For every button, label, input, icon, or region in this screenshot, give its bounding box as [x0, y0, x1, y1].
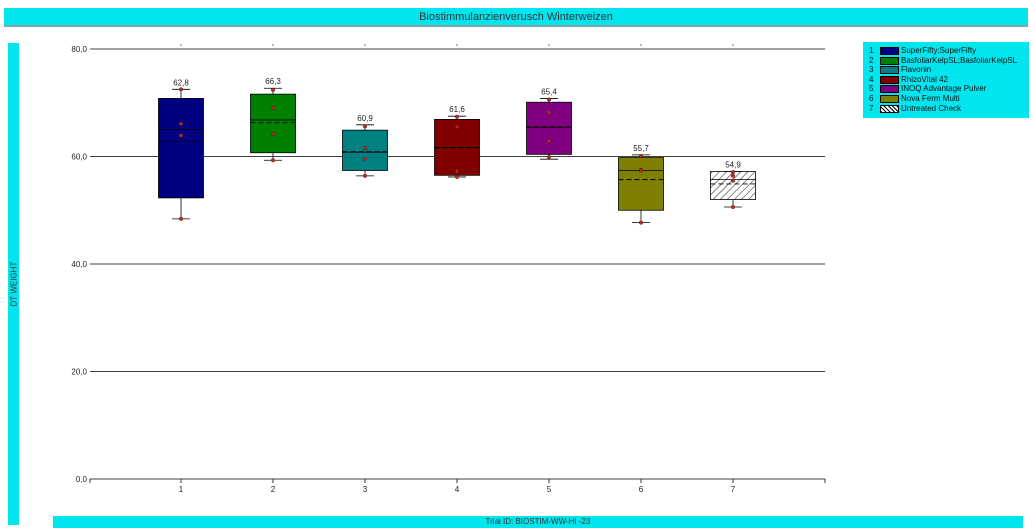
x-tick-label: 1 [179, 485, 184, 494]
legend-swatch [880, 85, 899, 94]
data-point [547, 97, 552, 102]
data-point [178, 133, 183, 138]
box-2 [250, 93, 296, 154]
data-point [639, 168, 644, 173]
data-point [363, 124, 368, 129]
mean-value-label: 61,6 [449, 105, 465, 114]
legend-label: BasfoliarKelpSL;BasfoliarKelpSL [901, 55, 1018, 65]
data-point [731, 173, 736, 178]
box-group-3: 60,9 [342, 114, 388, 178]
data-point [547, 138, 552, 143]
mean-value-label: 60,9 [357, 114, 373, 123]
legend-item-6: 6 Nova Ferm Multi [863, 94, 1029, 103]
x-tick-label: 2 [271, 485, 276, 494]
x-tick-label: 5 [547, 485, 552, 494]
data-point [271, 158, 276, 163]
mean-value-label: 54,9 [725, 161, 741, 170]
box-6 [618, 157, 664, 211]
box-3 [342, 129, 388, 171]
legend-label: Untreated Check [901, 103, 962, 113]
legend: 1 SuperFifty;SuperFifty 2 BasfoliarKelpSL;B… [863, 42, 1029, 118]
y-tick-label: 80,0 [71, 45, 87, 54]
legend-number: 6 [869, 94, 874, 103]
legend-number: 5 [869, 84, 874, 94]
trial-id-footer: Trial ID: BIOSTIM-WW-HI -23 [485, 517, 591, 526]
legend-swatch [880, 66, 899, 75]
data-point [178, 121, 183, 126]
box-group-1: 62,8 [158, 78, 204, 221]
legend-label: SuperFifty;SuperFifty [901, 46, 977, 55]
box-group-6: 55,7 [618, 144, 664, 225]
data-point [178, 87, 183, 92]
data-point [455, 169, 460, 174]
data-point [731, 170, 736, 175]
data-point [455, 124, 460, 129]
legend-number: 1 [869, 46, 874, 55]
legend-swatch [880, 104, 899, 113]
data-point [639, 220, 644, 225]
x-tick-label: 7 [731, 485, 736, 494]
data-point [731, 205, 736, 210]
y-tick-label: 0,0 [76, 475, 88, 484]
data-point [547, 155, 552, 160]
data-point [363, 156, 368, 161]
box-5 [526, 101, 572, 155]
mean-value-label: 62,8 [173, 78, 189, 87]
legend-number: 4 [869, 74, 874, 84]
box-1 [158, 98, 204, 199]
mean-value-label: 66,3 [265, 77, 281, 86]
footer-bar: Trial ID: BIOSTIM-WW-HI -23 [53, 516, 1023, 528]
data-point [455, 174, 460, 179]
legend-item-4: 4 RhizoVital 42 [863, 75, 1029, 84]
x-tick-label: 4 [455, 485, 460, 494]
legend-number: 2 [869, 55, 874, 65]
legend-swatch [880, 75, 899, 84]
y-axis-title-bar: DT WEIGHT [8, 43, 19, 525]
y-tick-label: 60,0 [71, 153, 87, 162]
data-point [271, 87, 276, 92]
legend-number: 3 [869, 65, 874, 75]
y-tick-label: 40,0 [71, 260, 87, 269]
mean-value-label: 55,7 [633, 144, 649, 153]
legend-item-3: 3 Flavonin [863, 65, 1029, 75]
legend-item-7: 7 Untreated Check [863, 104, 1029, 113]
data-point [178, 216, 183, 221]
legend-label: RhizoVital 42 [901, 74, 948, 84]
data-point [363, 145, 368, 150]
legend-item-2: 2 BasfoliarKelpSL;BasfoliarKelpSL [863, 56, 1029, 65]
x-tick-label: 6 [639, 485, 644, 494]
legend-label: Nova Ferm Multi [901, 94, 960, 103]
data-point [271, 131, 276, 136]
legend-item-5: 5 INOQ Advantage Pulver [863, 84, 1029, 94]
legend-swatch [880, 47, 899, 55]
data-point [731, 178, 736, 183]
legend-number: 7 [869, 103, 874, 113]
y-tick-label: 20,0 [71, 368, 87, 377]
data-point [639, 153, 644, 158]
data-point [547, 110, 552, 115]
box-group-5: 65,4 [526, 87, 572, 160]
box-group-2: 66,3 [250, 77, 296, 163]
legend-swatch [880, 56, 899, 65]
chart-title: Biostimmulanzienverusch Winterweizen [419, 11, 613, 23]
x-tick-label: 3 [363, 485, 368, 494]
mean-value-label: 65,4 [541, 87, 557, 96]
data-point [455, 114, 460, 119]
chart-title-bar: Biostimmulanzienverusch Winterweizen [4, 8, 1028, 27]
data-point [271, 106, 276, 111]
legend-item-1: 1 SuperFifty;SuperFifty [863, 46, 1029, 55]
box-group-7: 54,9 [710, 161, 756, 210]
legend-swatch [880, 95, 899, 103]
legend-label: INOQ Advantage Pulver [901, 84, 987, 94]
legend-label: Flavonin [901, 65, 932, 75]
box-group-4: 61,6 [434, 105, 480, 179]
data-point [363, 173, 368, 178]
